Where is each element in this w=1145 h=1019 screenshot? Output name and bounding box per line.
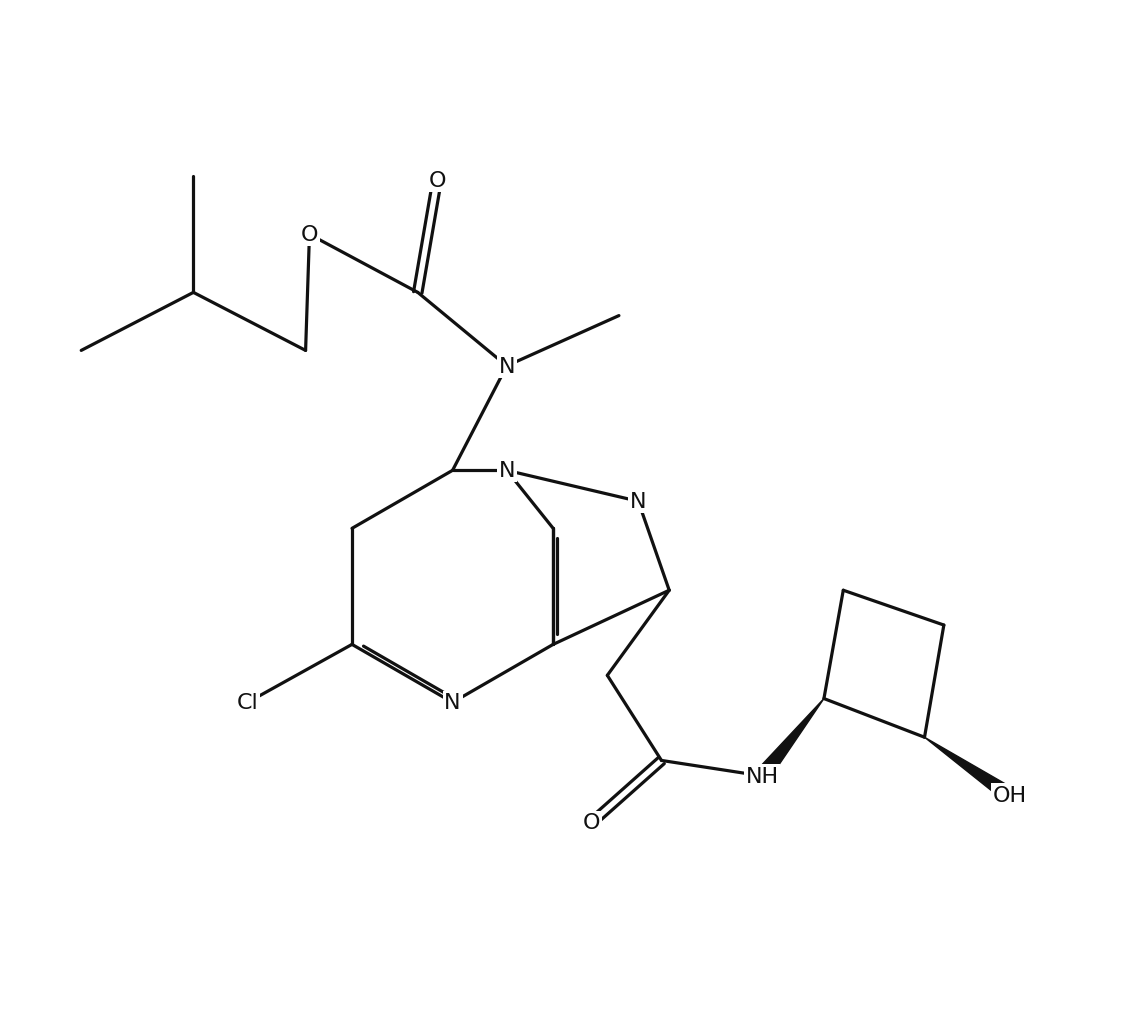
Text: O: O: [583, 812, 601, 833]
Text: O: O: [301, 225, 318, 246]
Text: N: N: [630, 492, 647, 512]
Text: OH: OH: [993, 786, 1027, 805]
Polygon shape: [924, 738, 1014, 802]
Text: O: O: [428, 171, 445, 191]
Text: NH: NH: [745, 766, 779, 786]
Text: N: N: [498, 461, 515, 481]
Text: Cl: Cl: [237, 693, 259, 712]
Text: N: N: [498, 357, 515, 376]
Polygon shape: [756, 699, 824, 781]
Text: N: N: [444, 693, 460, 712]
